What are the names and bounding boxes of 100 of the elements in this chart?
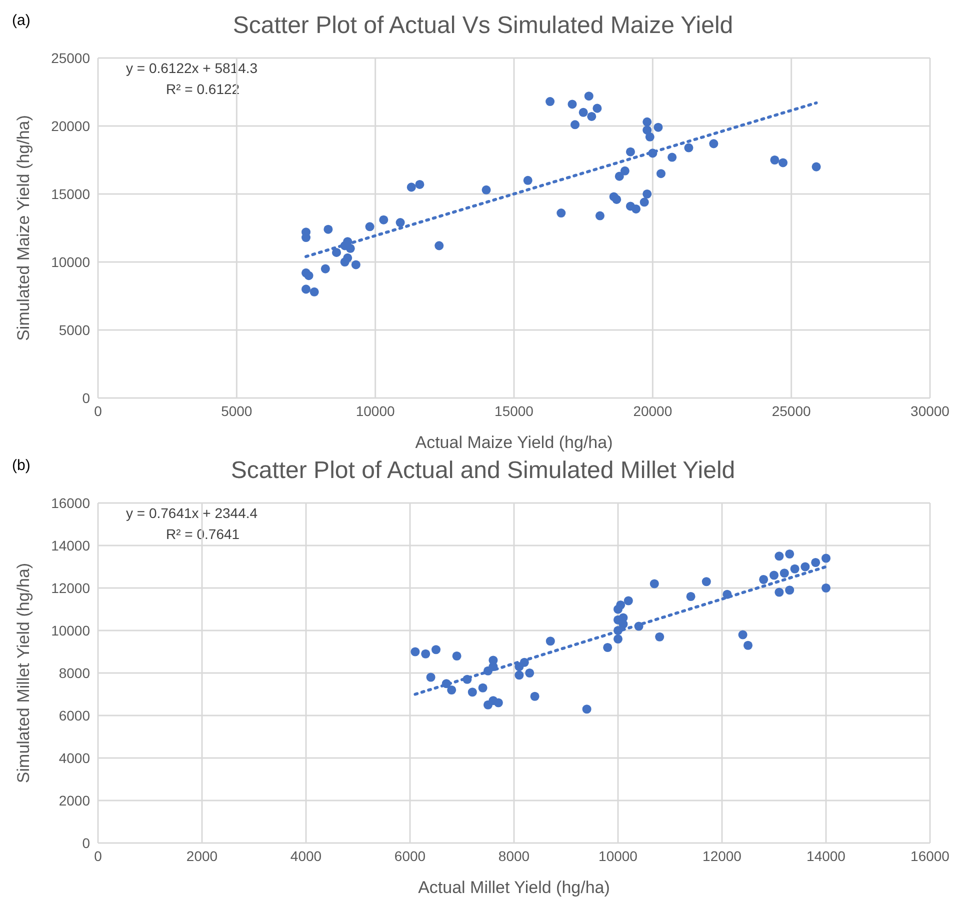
point bbox=[778, 158, 788, 168]
point bbox=[620, 166, 630, 176]
x-tick-label: 15000 bbox=[494, 402, 534, 419]
x-tick-label: 2000 bbox=[186, 848, 218, 864]
x-tick-label: 0 bbox=[94, 402, 102, 419]
point bbox=[616, 600, 626, 610]
point bbox=[431, 645, 441, 654]
point bbox=[301, 233, 311, 242]
y-tick-label: 0 bbox=[82, 834, 90, 851]
annotation: y = 0.6122x + 5814.3 bbox=[126, 59, 258, 78]
x-tick-label: 5000 bbox=[221, 402, 252, 419]
point bbox=[578, 108, 588, 117]
point bbox=[592, 104, 602, 113]
point bbox=[447, 685, 456, 695]
y-tick-label: 6000 bbox=[58, 707, 90, 724]
point bbox=[365, 222, 374, 232]
point bbox=[478, 683, 488, 692]
point bbox=[743, 640, 753, 650]
point bbox=[774, 552, 784, 561]
point bbox=[406, 182, 416, 192]
point bbox=[702, 577, 711, 586]
x-tick-label: 10000 bbox=[356, 402, 396, 419]
point bbox=[774, 588, 784, 597]
point bbox=[582, 704, 592, 714]
y-tick-label: 2000 bbox=[58, 792, 90, 808]
point bbox=[811, 558, 820, 568]
point bbox=[324, 224, 333, 234]
point bbox=[584, 92, 594, 101]
point bbox=[612, 194, 622, 204]
point bbox=[442, 679, 451, 688]
y-tick-label: 10000 bbox=[51, 254, 90, 270]
point bbox=[568, 100, 577, 109]
point bbox=[624, 596, 633, 606]
point bbox=[770, 155, 780, 165]
x-tick-label: 30000 bbox=[910, 402, 950, 419]
point bbox=[642, 189, 652, 199]
point bbox=[556, 208, 566, 218]
point bbox=[343, 253, 352, 262]
point bbox=[546, 636, 555, 646]
point bbox=[668, 152, 677, 162]
point bbox=[785, 549, 794, 559]
point bbox=[686, 592, 696, 602]
point bbox=[821, 583, 831, 593]
point bbox=[310, 287, 319, 296]
text: (a) bbox=[12, 12, 30, 29]
y-axis-title: Simulated Millet Yield (hg/ha) bbox=[14, 562, 34, 784]
point bbox=[650, 579, 659, 588]
point bbox=[346, 244, 355, 253]
chart-title: Scatter Plot of Actual Vs Simulated Maize Yield bbox=[232, 12, 734, 39]
x-tick-label: 20000 bbox=[633, 402, 672, 419]
point bbox=[415, 180, 424, 189]
annotation: R² = 0.7641 bbox=[165, 525, 241, 544]
y-tick-label: 0 bbox=[82, 390, 90, 406]
point bbox=[759, 574, 768, 584]
chart-title: Scatter Plot of Actual and Simulated Millet Yield bbox=[230, 457, 736, 484]
annotation: R² = 0.6122 bbox=[165, 80, 241, 99]
point bbox=[379, 215, 388, 224]
point bbox=[396, 218, 405, 228]
point bbox=[648, 148, 658, 158]
point bbox=[462, 674, 472, 684]
point bbox=[587, 112, 596, 121]
point bbox=[468, 688, 477, 697]
point bbox=[525, 668, 534, 678]
point bbox=[738, 630, 748, 640]
x-tick-label: 4000 bbox=[290, 848, 322, 864]
x-tick-label: 14000 bbox=[806, 848, 846, 864]
point bbox=[655, 632, 664, 642]
point bbox=[351, 260, 360, 270]
x-tick-label: 0 bbox=[94, 848, 102, 864]
point bbox=[514, 670, 524, 680]
point bbox=[570, 120, 580, 130]
x-tick-label: 10000 bbox=[598, 848, 638, 864]
point bbox=[614, 172, 624, 181]
point bbox=[656, 169, 666, 178]
x-axis-title: Actual Maize Yield (hg/ha) bbox=[415, 433, 613, 452]
point bbox=[613, 626, 623, 636]
point bbox=[410, 647, 420, 656]
point bbox=[821, 554, 831, 563]
y-tick-label: 4000 bbox=[58, 750, 90, 766]
point bbox=[632, 204, 641, 214]
point bbox=[785, 586, 794, 595]
point bbox=[645, 132, 654, 142]
point bbox=[722, 590, 732, 599]
point bbox=[684, 143, 694, 152]
point bbox=[332, 248, 342, 257]
point bbox=[812, 162, 821, 172]
point bbox=[301, 284, 311, 294]
x-tick-label: 16000 bbox=[910, 848, 950, 864]
y-tick-label: 15000 bbox=[51, 186, 90, 202]
y-axis-title: Simulated Maize Yield (hg/ha) bbox=[14, 115, 34, 341]
point bbox=[304, 271, 314, 280]
point bbox=[642, 126, 652, 135]
point bbox=[603, 642, 612, 652]
y-tick-label: 12000 bbox=[51, 580, 90, 596]
annotation: y = 0.7641x + 2344.4 bbox=[126, 504, 258, 523]
point bbox=[595, 211, 604, 220]
point bbox=[421, 649, 430, 658]
point bbox=[709, 139, 718, 148]
y-tick-label: 14000 bbox=[51, 537, 90, 554]
point bbox=[434, 241, 444, 250]
